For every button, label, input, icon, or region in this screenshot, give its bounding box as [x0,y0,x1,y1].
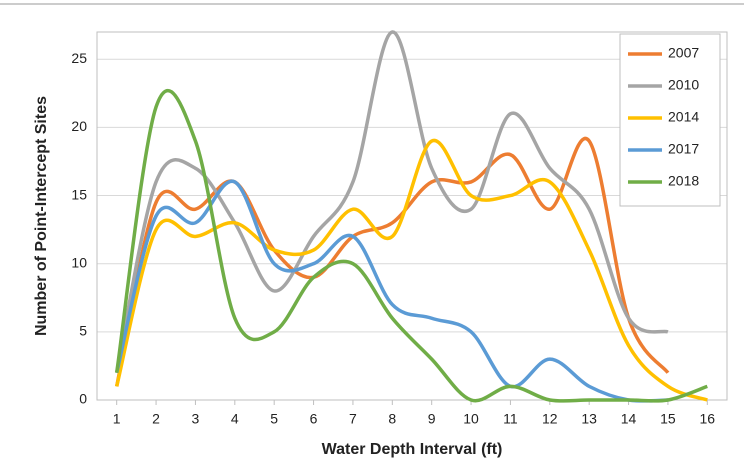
legend-box [619,33,721,207]
y-tick-label: 20 [71,118,87,134]
legend-label: 2014 [668,109,699,125]
y-tick-label: 15 [71,186,87,202]
x-tick-label: 9 [428,411,436,427]
legend-label: 2018 [668,173,699,189]
legend-label: 2017 [668,141,699,157]
y-axis-title: Number of Point-Intercept Sites [33,96,50,336]
x-axis-title: Water Depth Interval (ft) [322,441,503,458]
x-tick-label: 6 [310,411,318,427]
x-tick-label: 15 [660,411,676,427]
x-tick-label: 16 [700,411,716,427]
x-tick-label: 7 [349,411,357,427]
x-tick-label: 12 [542,411,558,427]
y-tick-label: 25 [71,50,87,66]
series-line [114,138,708,402]
plot-frame [96,31,728,401]
series-line [114,89,708,403]
y-tick-label: 5 [79,323,87,339]
y-tick-label: 10 [71,254,87,270]
x-tick-label: 1 [113,411,121,427]
x-tick-label: 3 [192,411,200,427]
x-tick-label: 2 [152,411,160,427]
series-line [114,136,670,387]
legend-label: 2007 [668,45,699,61]
series-line [114,179,668,403]
y-tick-label: 0 [79,391,87,407]
x-tick-label: 13 [581,411,597,427]
x-tick-label: 14 [621,411,637,427]
legend-label: 2010 [668,77,699,93]
x-tick-label: 8 [388,411,396,427]
x-tick-label: 11 [503,411,518,427]
x-tick-label: 4 [231,411,239,427]
series-line [114,30,669,374]
x-tick-label: 10 [463,411,479,427]
x-tick-label: 5 [270,411,278,427]
